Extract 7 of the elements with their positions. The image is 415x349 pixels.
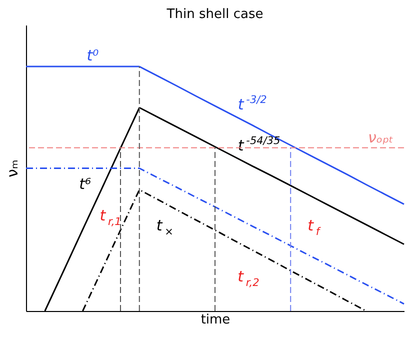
chart-title: Thin shell case [166, 7, 264, 22]
x-axis-title: time [200, 312, 230, 328]
series-label: t⁶ [79, 175, 92, 194]
y-axis-title: νₘ [4, 160, 22, 178]
annotation: t× [156, 216, 174, 238]
ref-line-label: νₒₚₜ [368, 128, 394, 147]
series-label: t⁰ [86, 46, 99, 65]
